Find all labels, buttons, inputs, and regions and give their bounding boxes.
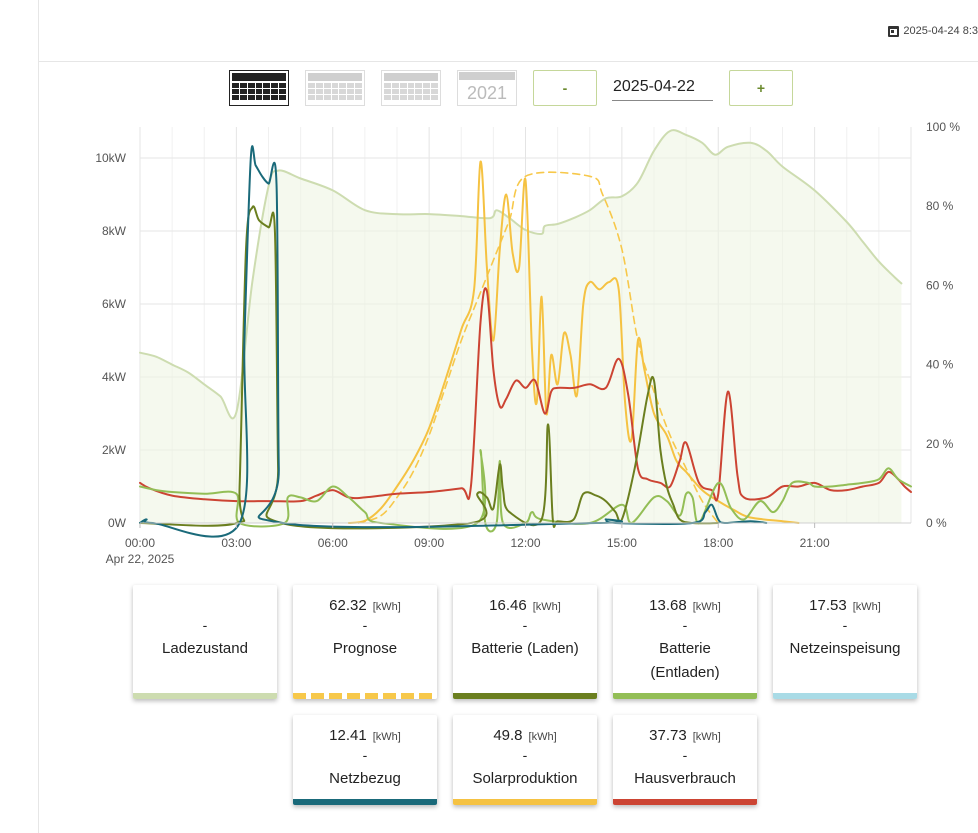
card-label: Ladezustand: [162, 640, 248, 657]
card-value-row: 12.41 [kWh]: [293, 727, 437, 745]
series-netzbezug-line: [139, 145, 768, 538]
y-tick-label-left: 2kW: [102, 443, 127, 457]
card-value-row: 17.53 [kWh]: [773, 597, 917, 615]
energy-chart: 0W 2kW 4kW 6kW 8kW 10kW 0 % 20 % 40 % 60 % 80 % 100…: [95, 120, 960, 566]
y-tick-label-left: 8kW: [102, 224, 127, 238]
card-label: Prognose: [332, 640, 398, 657]
card-unit: [kWh]: [532, 601, 561, 613]
date-input[interactable]: [612, 74, 713, 101]
card-label: Batterie (Entladen): [650, 640, 720, 681]
calendar-icon: [888, 25, 900, 37]
summary-card-batterie-laden[interactable]: 16.46 [kWh] - Batterie (Laden): [453, 585, 597, 699]
summary-card-netzbezug[interactable]: 12.41 [kWh] - Netzbezug: [293, 715, 437, 805]
card-color-bar: [613, 693, 757, 699]
card-color-bar: [133, 693, 277, 699]
card-dash: -: [362, 617, 368, 633]
summary-card-solarproduktion[interactable]: 49.8 [kWh] - Solarproduktion: [453, 715, 597, 805]
card-value-row: 62.32 [kWh]: [293, 597, 437, 615]
series-layer: [139, 129, 912, 538]
series-batterie_laden-line: [139, 205, 720, 530]
x-tick-label: 03:00: [221, 536, 251, 550]
card-value-row: 49.8 [kWh]: [453, 727, 597, 745]
x-tick-label: 09:00: [414, 536, 444, 550]
x-tick-date-label: Apr 22, 2025: [106, 552, 175, 566]
card-label: Netzeinspeisung: [789, 640, 901, 657]
date-toolbar: 2021 - +: [0, 70, 978, 106]
x-tick-label: 18:00: [703, 536, 733, 550]
series-solarproduktion-line: [347, 160, 800, 524]
card-value: 49.8: [493, 727, 523, 744]
year-view-button[interactable]: 2021: [457, 70, 517, 106]
y-tick-label-right: 60 %: [926, 278, 954, 292]
card-value: 16.46: [489, 597, 527, 614]
card-value-row: [133, 597, 277, 615]
series-ladezustand-line: [139, 129, 903, 420]
y-tick-label-right: 20 %: [926, 437, 954, 451]
card-color-bar: [453, 799, 597, 805]
card-value-row: 13.68 [kWh]: [613, 597, 757, 615]
card-dash: -: [522, 617, 528, 633]
card-color-bar: [773, 693, 917, 699]
summary-card-netzeinspeisung[interactable]: 17.53 [kWh] - Netzeinspeisung: [773, 585, 917, 699]
y-tick-label-left: 6kW: [102, 297, 127, 311]
axes: 0W 2kW 4kW 6kW 8kW 10kW 0 % 20 % 40 % 60 % 80 % 100…: [95, 120, 960, 566]
card-color-bar: [293, 693, 437, 699]
x-tick-label: 21:00: [800, 536, 830, 550]
card-dash: -: [362, 747, 368, 763]
x-tick-label: 00:00: [125, 536, 155, 550]
card-unit: [kWh]: [372, 731, 401, 743]
month-view-button[interactable]: [381, 70, 441, 106]
card-label: Hausverbrauch: [634, 770, 736, 787]
card-label: Netzbezug: [329, 770, 401, 787]
y-tick-label-right: 0 %: [926, 516, 947, 530]
y-tick-label-right: 80 %: [926, 199, 954, 213]
summary-card-hausverbrauch[interactable]: 37.73 [kWh] - Hausverbrauch: [613, 715, 757, 805]
card-unit: [kWh]: [692, 601, 721, 613]
card-dash: -: [202, 617, 208, 633]
card-unit: [kWh]: [852, 601, 881, 613]
y-tick-label-left: 0W: [108, 516, 127, 530]
y-tick-label-right: 40 %: [926, 358, 954, 372]
series-prognose-line: [357, 171, 720, 524]
card-value: 17.53: [809, 597, 847, 614]
card-label: Solarproduktion: [472, 770, 578, 787]
card-value: 13.68: [649, 597, 687, 614]
x-tick-label: 15:00: [607, 536, 637, 550]
left-rail: [38, 0, 39, 833]
week-view-button[interactable]: [305, 70, 365, 106]
card-value: 37.73: [649, 727, 687, 744]
card-unit: [kWh]: [528, 731, 557, 743]
card-color-bar: [613, 799, 757, 805]
summary-card-prognose[interactable]: 62.32 [kWh] - Prognose: [293, 585, 437, 699]
card-value: 12.41: [329, 727, 367, 744]
card-dash: -: [842, 617, 848, 633]
card-color-bar: [293, 799, 437, 805]
card-dash: -: [682, 747, 688, 763]
next-day-button[interactable]: +: [729, 70, 793, 106]
year-label: 2021: [466, 83, 508, 103]
y-tick-label-left: 10kW: [95, 151, 126, 165]
card-value-row: 16.46 [kWh]: [453, 597, 597, 615]
card-unit: [kWh]: [372, 601, 401, 613]
y-tick-label-right: 100 %: [926, 120, 960, 134]
summary-card-ladezustand[interactable]: - Ladezustand: [133, 585, 277, 699]
summary-card-batterie-entladen[interactable]: 13.68 [kWh] - Batterie (Entladen): [613, 585, 757, 699]
card-dash: -: [682, 617, 688, 633]
card-value: 62.32: [329, 597, 367, 614]
card-dash: -: [522, 747, 528, 763]
x-tick-label: 06:00: [318, 536, 348, 550]
card-label: Batterie (Laden): [471, 640, 579, 657]
x-tick-label: 12:00: [510, 536, 540, 550]
top-bar: 2025-04-24 8:3: [39, 0, 978, 62]
card-unit: [kWh]: [692, 731, 721, 743]
datetime-text: 2025-04-24 8:3: [903, 25, 978, 37]
previous-day-button[interactable]: -: [533, 70, 597, 106]
card-value-row: 37.73 [kWh]: [613, 727, 757, 745]
day-view-button[interactable]: [229, 70, 289, 106]
series-ladezustand-area: [140, 130, 902, 523]
y-tick-label-left: 4kW: [102, 370, 127, 384]
current-datetime: 2025-04-24 8:3: [888, 25, 978, 37]
card-color-bar: [453, 693, 597, 699]
